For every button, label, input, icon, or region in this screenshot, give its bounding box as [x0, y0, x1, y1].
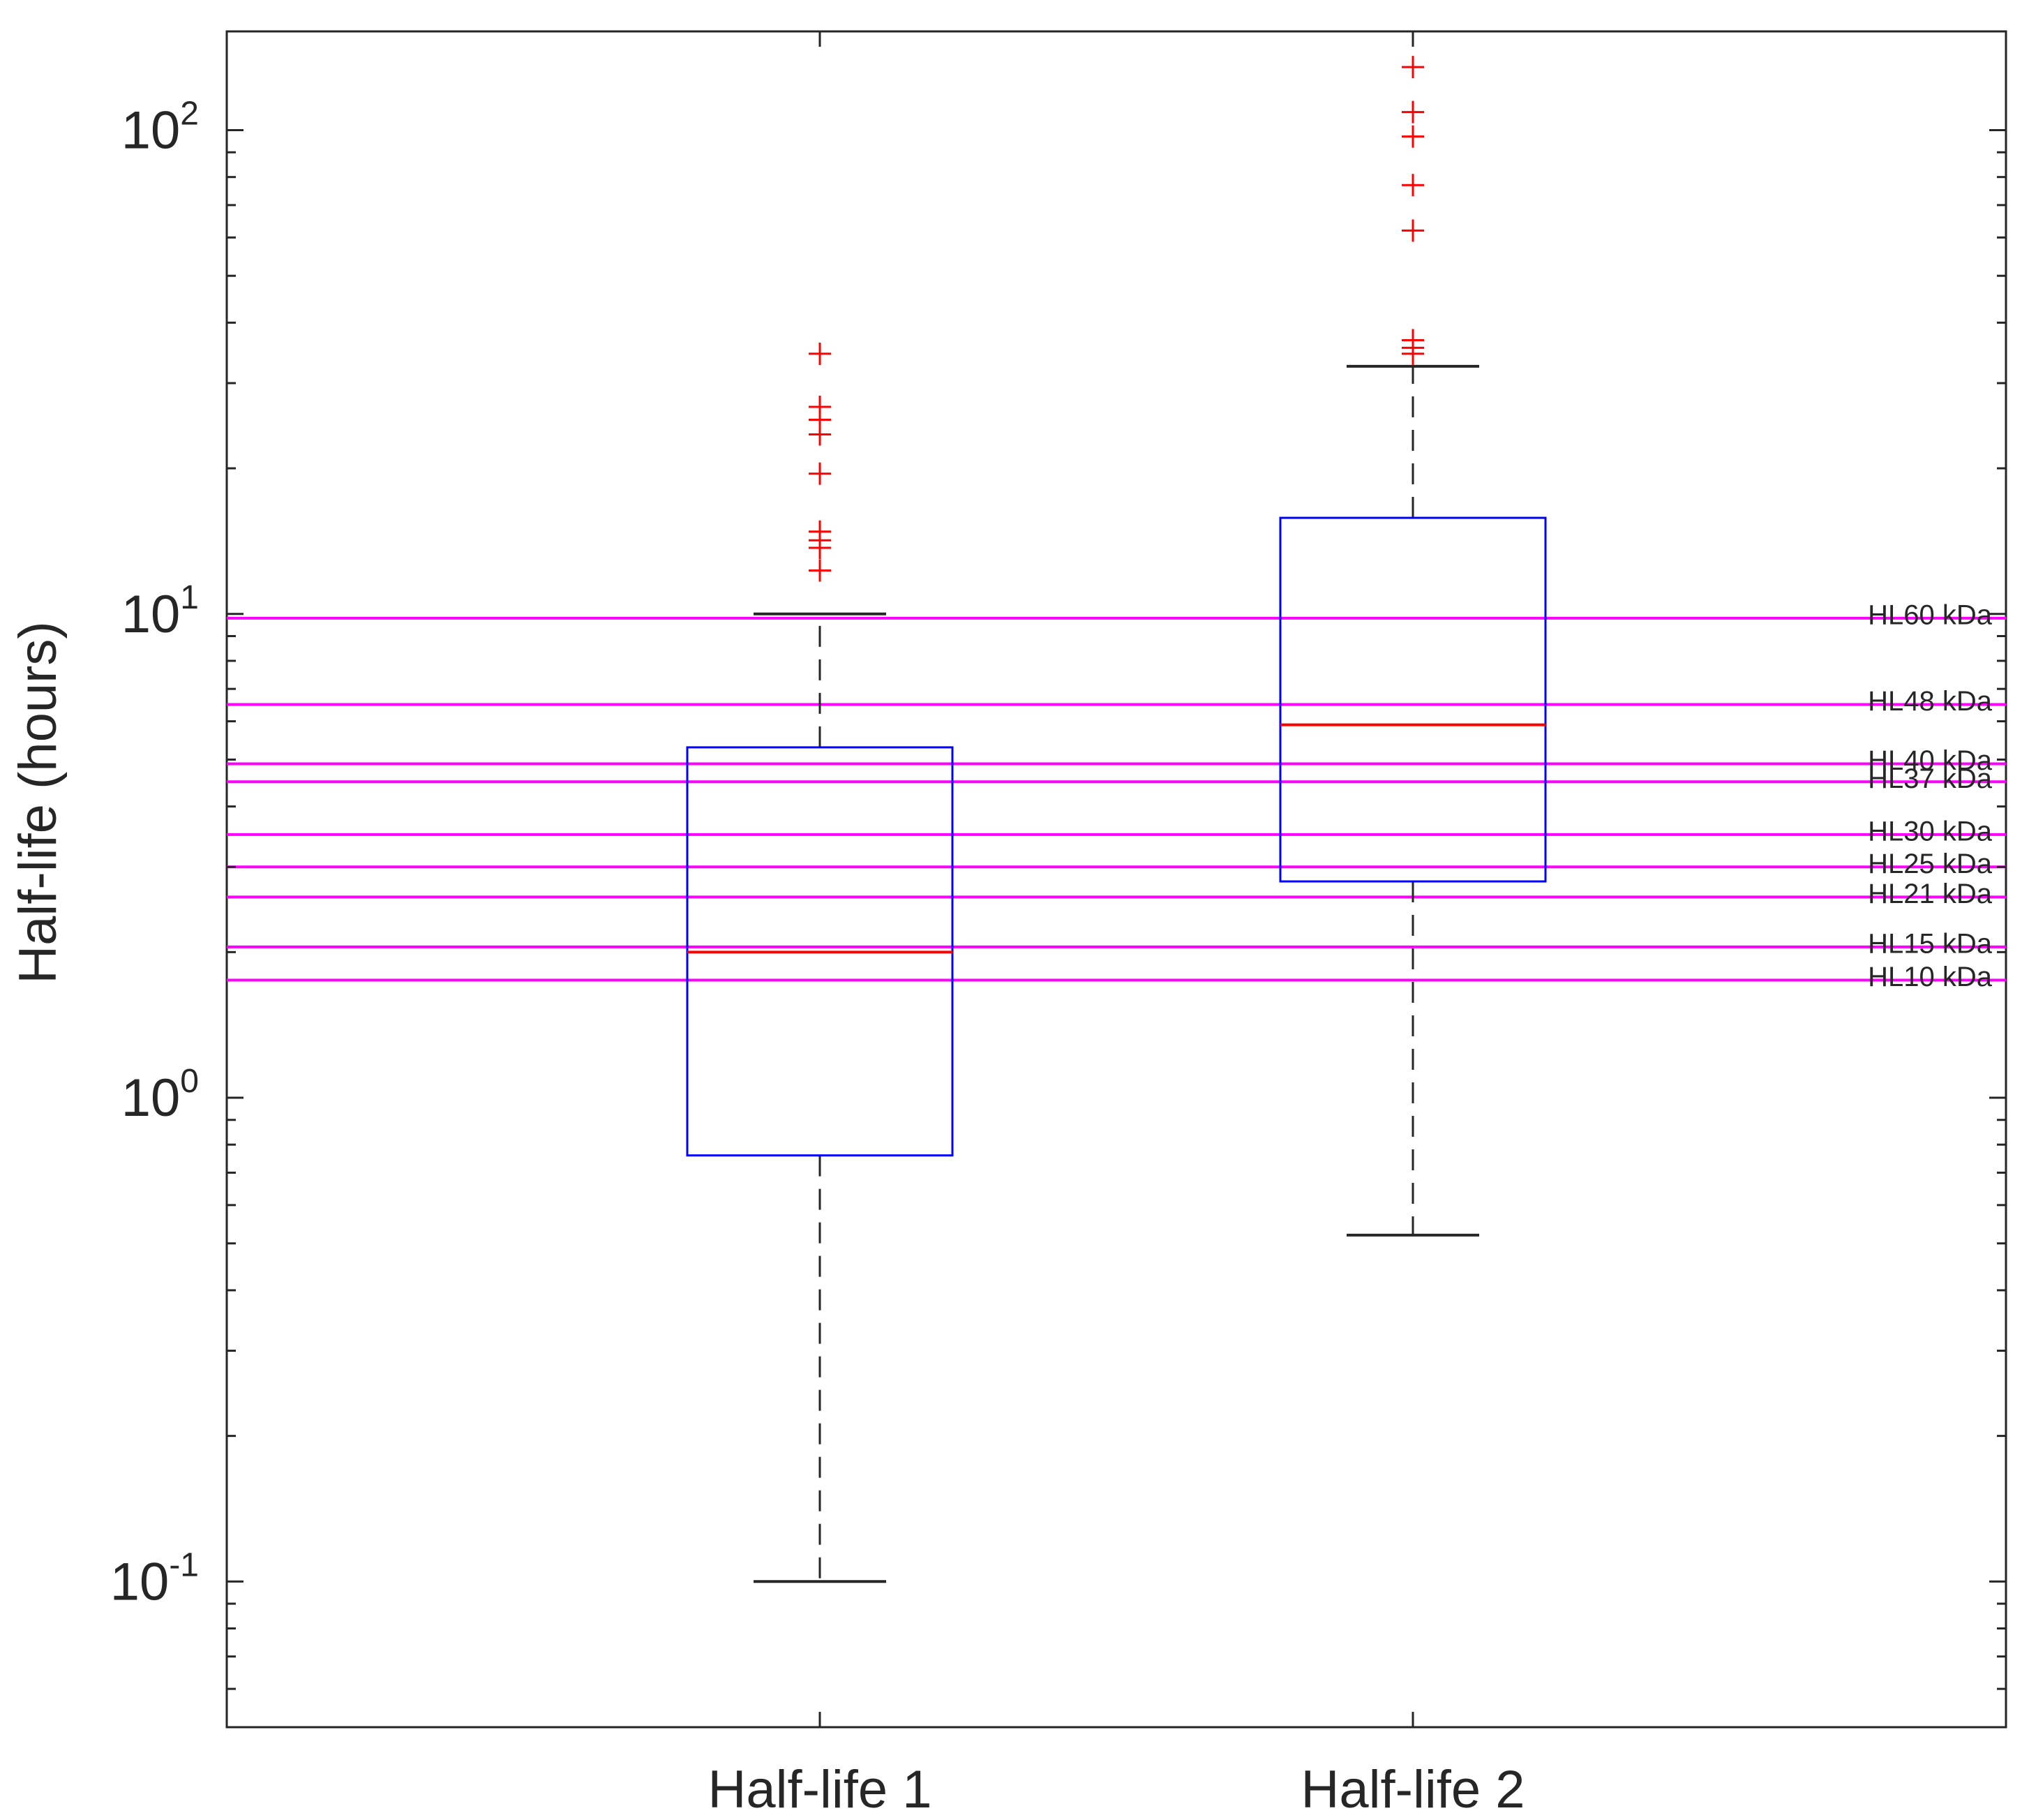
y-tick-base: 10	[121, 585, 181, 644]
outlier-marker	[1402, 100, 1424, 124]
y-tick-label: 102	[121, 96, 199, 161]
y-tick-base: 10	[121, 101, 181, 161]
y-tick-label: 101	[121, 579, 199, 644]
reference-line-label: HL21 kDa	[1868, 879, 1993, 909]
y-tick-label: 100	[121, 1063, 199, 1128]
x-tick-label: Half-life 1	[708, 1760, 932, 1819]
outlier-marker	[809, 559, 831, 582]
reference-line-label: HL25 kDa	[1868, 849, 1993, 879]
outlier-marker	[1402, 219, 1424, 242]
outlier-marker	[809, 395, 831, 418]
y-tick-label: 10-1	[110, 1546, 199, 1611]
reference-line-label: HL10 kDa	[1868, 962, 1993, 992]
y-tick-exponent: 0	[180, 1063, 199, 1100]
y-tick-exponent: -1	[169, 1546, 199, 1583]
outlier-marker	[809, 342, 831, 365]
outlier-marker	[1402, 329, 1424, 352]
reference-line-label: HL48 kDa	[1868, 686, 1993, 717]
reference-lines	[227, 616, 2006, 982]
y-tick-base: 10	[121, 1068, 181, 1128]
y-tick-base: 10	[110, 1552, 170, 1611]
reference-line-label: HL60 kDa	[1868, 599, 1993, 630]
outlier-marker	[809, 520, 831, 543]
outlier-marker	[1402, 125, 1424, 148]
outlier-marker	[1402, 56, 1424, 79]
interquartile-box	[1279, 516, 1547, 883]
reference-line-label: HL15 kDa	[1868, 928, 1993, 959]
y-axis-label: Half-life (hours)	[8, 621, 68, 983]
x-tick-label: Half-life 2	[1301, 1760, 1525, 1819]
plot-area-border	[225, 30, 2007, 1729]
reference-line-label: HL37 kDa	[1868, 763, 1993, 794]
y-tick-exponent: 1	[180, 579, 199, 616]
outlier-marker	[809, 462, 831, 485]
box-plots	[686, 56, 1547, 1583]
box-group	[1279, 56, 1547, 1237]
box-group	[686, 342, 954, 1583]
axes-frame	[225, 30, 2007, 1729]
y-tick-exponent: 2	[180, 96, 199, 133]
reference-line-label: HL40 kDa	[1868, 745, 1993, 776]
reference-line-label: HL30 kDa	[1868, 816, 1993, 846]
outlier-marker	[1402, 174, 1424, 197]
